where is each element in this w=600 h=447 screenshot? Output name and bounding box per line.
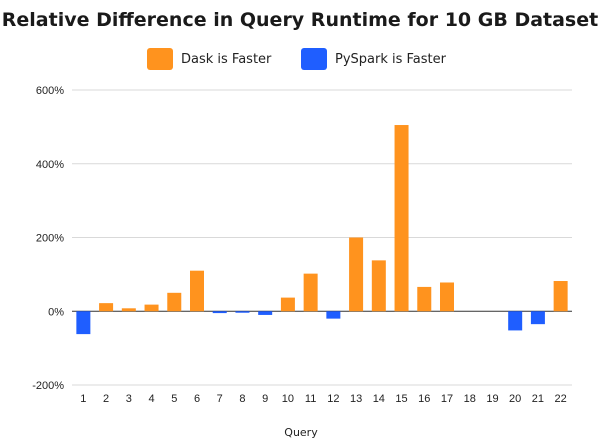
x-tick-label: 20 [509, 393, 521, 405]
bars [76, 125, 568, 335]
x-axis-ticks: 1 2 3 4 5 6 7 8 9 10 11 12 13 14 15 16 17 18 19 20 21 22 [80, 393, 566, 405]
y-tick-label: 600% [36, 85, 64, 97]
legend: Dask is Faster PySpark is Faster [147, 48, 447, 70]
bar-query-13 [349, 237, 364, 312]
x-tick-label: 14 [373, 393, 385, 405]
x-tick-label: 13 [350, 393, 362, 405]
legend-label-pyspark: PySpark is Faster [335, 52, 447, 67]
bar-query-10 [280, 297, 295, 312]
x-tick-label: 7 [217, 393, 223, 405]
bar-query-21 [530, 311, 545, 325]
bar-query-5 [167, 292, 182, 312]
x-tick-label: 22 [555, 393, 567, 405]
bar-query-16 [417, 286, 432, 312]
legend-label-dask: Dask is Faster [181, 52, 272, 67]
x-tick-label: 17 [441, 393, 453, 405]
x-tick-label: 16 [418, 393, 430, 405]
bar-query-15 [394, 125, 409, 312]
x-tick-label: 10 [282, 393, 294, 405]
y-tick-label: 200% [36, 233, 64, 245]
bar-query-14 [371, 260, 386, 312]
x-tick-label: 11 [305, 393, 316, 405]
x-tick-label: 9 [262, 393, 268, 405]
bar-query-3 [121, 308, 136, 312]
bar-query-6 [190, 270, 204, 312]
x-tick-label: 4 [148, 393, 154, 405]
x-axis-label: Query [284, 426, 318, 439]
bar-query-2 [99, 303, 114, 312]
chart-title: Relative Difference in Query Runtime for… [2, 9, 598, 31]
x-tick-label: 19 [486, 393, 498, 405]
x-tick-label: 12 [327, 393, 339, 405]
bar-query-8 [235, 311, 250, 313]
bar-query-17 [440, 282, 454, 312]
x-tick-label: 21 [532, 393, 544, 405]
y-tick-label: 0% [48, 306, 64, 318]
x-tick-label: 5 [171, 393, 177, 405]
x-tick-label: 2 [103, 393, 109, 405]
legend-swatch-pyspark [301, 48, 327, 70]
x-tick-label: 3 [126, 393, 132, 405]
bar-query-20 [508, 311, 523, 331]
bar-query-1 [76, 311, 91, 335]
y-axis-ticks: 600% 400% 200% 0% -200% [32, 85, 64, 392]
bar-query-4 [144, 304, 159, 312]
bar-query-11 [303, 273, 318, 312]
legend-swatch-dask [147, 48, 173, 70]
bar-query-12 [326, 311, 341, 319]
gridlines [72, 89, 572, 386]
y-tick-label: 400% [36, 159, 64, 171]
x-tick-label: 8 [239, 393, 245, 405]
x-tick-label: 1 [80, 393, 86, 405]
y-tick-label: -200% [32, 380, 64, 392]
x-tick-label: 15 [395, 393, 407, 405]
bar-query-7 [212, 311, 227, 314]
bar-query-9 [258, 311, 273, 315]
x-tick-label: 6 [194, 393, 200, 405]
x-tick-label: 18 [464, 393, 476, 405]
bar-query-22 [553, 281, 568, 312]
